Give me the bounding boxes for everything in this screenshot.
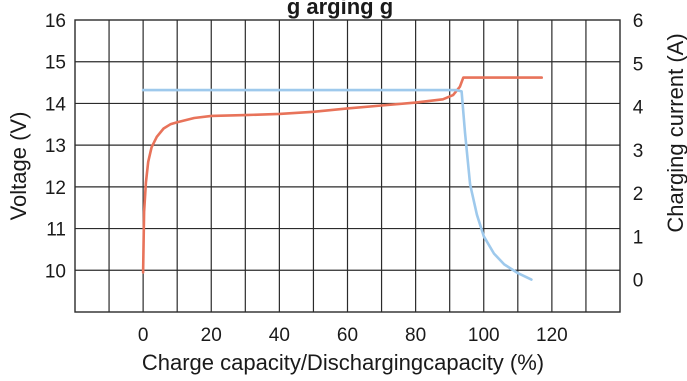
y-tick-label: 11 <box>46 220 66 241</box>
x-tick-label: 100 <box>468 325 500 346</box>
y2-tick-label: 4 <box>633 98 644 119</box>
x-axis-ticks: 0 20 40 60 80 100 120 <box>138 325 568 346</box>
y2-tick-label: 5 <box>633 54 644 75</box>
x-axis-label: Charge capacity/Dischargingcapacity (%) <box>142 350 544 375</box>
grid <box>75 20 620 312</box>
y2-axis-ticks: 0 1 2 3 4 5 6 <box>633 11 644 292</box>
y2-axis-label: Charging current (A) <box>663 33 687 232</box>
x-tick-label: 20 <box>201 325 222 346</box>
x-tick-label: 80 <box>405 325 426 346</box>
x-tick-label: 40 <box>269 325 290 346</box>
x-tick-label: 120 <box>536 325 568 346</box>
y-tick-label: 10 <box>45 261 66 282</box>
series-line-voltage <box>141 76 544 274</box>
y-tick-label: 16 <box>45 11 66 32</box>
plot-frame <box>74 19 621 313</box>
x-tick-label: 0 <box>138 325 149 346</box>
y2-tick-label: 2 <box>633 184 644 205</box>
y-axis-label: Voltage (V) <box>6 112 31 221</box>
y-tick-label: 13 <box>45 136 66 157</box>
series-layer <box>141 76 544 281</box>
x-tick-label: 60 <box>337 325 358 346</box>
chart-title: g arging g <box>287 0 393 19</box>
series-line-charging-current <box>141 88 533 281</box>
y2-tick-label: 1 <box>633 227 644 248</box>
y2-tick-label: 6 <box>633 11 644 32</box>
y-axis-ticks: 10 11 12 13 14 15 16 <box>45 11 67 282</box>
y-tick-label: 14 <box>45 94 67 115</box>
y2-tick-label: 3 <box>633 141 644 162</box>
y-tick-label: 15 <box>45 53 66 74</box>
y-tick-label: 12 <box>45 178 66 199</box>
y2-tick-label: 0 <box>633 271 644 292</box>
